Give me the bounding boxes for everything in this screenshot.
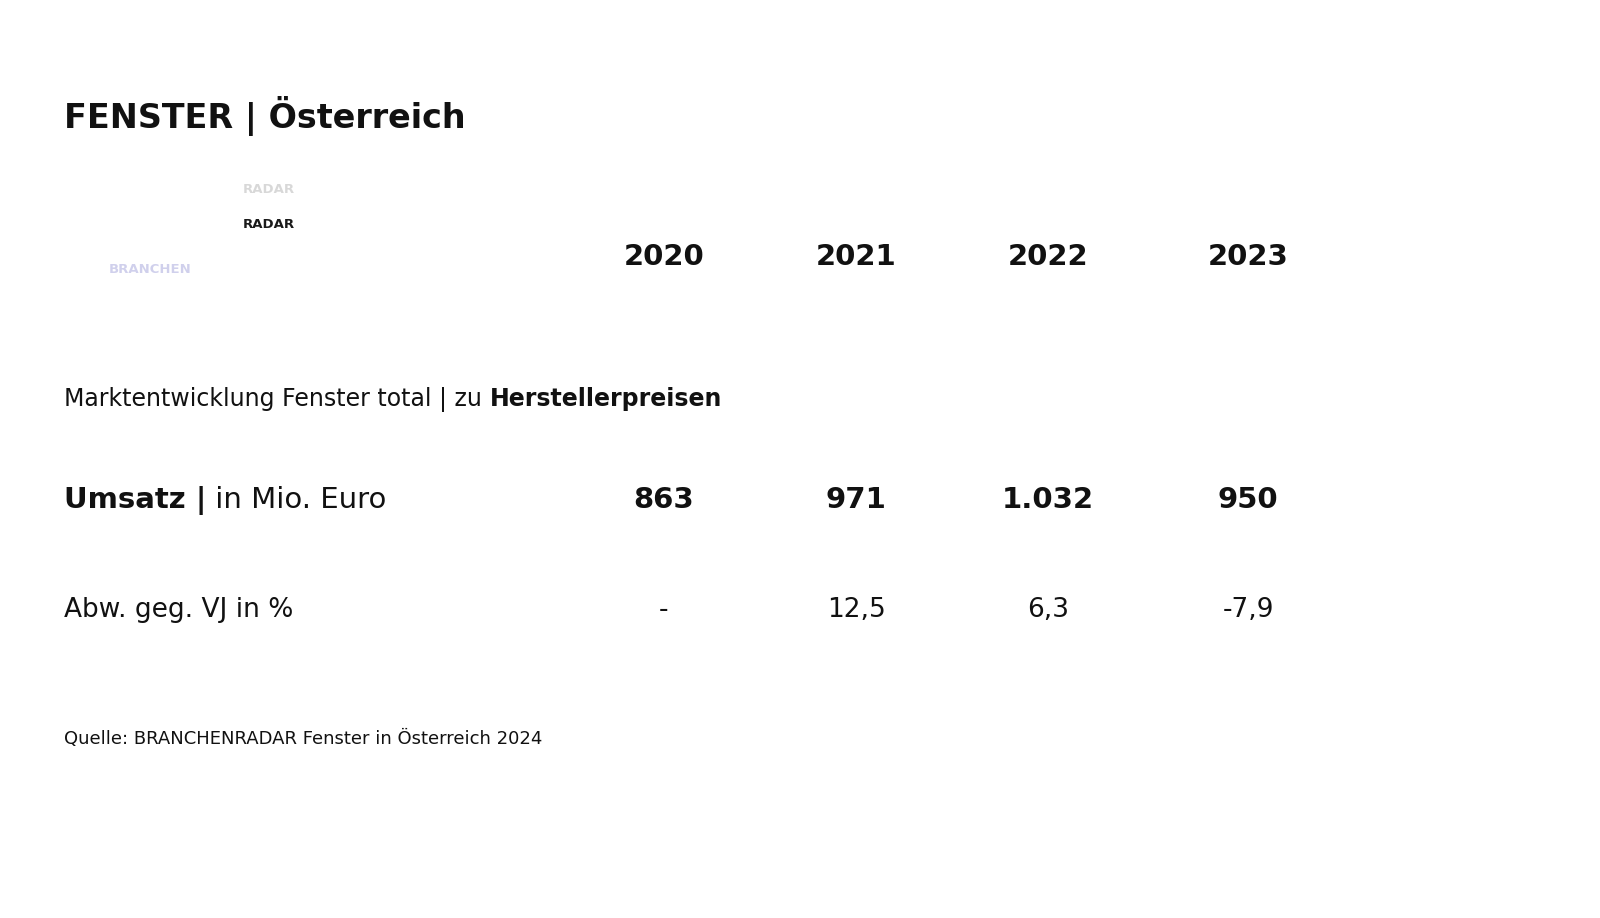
Text: in Mio. Euro: in Mio. Euro xyxy=(206,487,387,514)
Text: Marktentwicklung Fenster total | zu: Marktentwicklung Fenster total | zu xyxy=(64,386,490,412)
Text: RADAR: RADAR xyxy=(243,218,294,231)
Text: Abw. geg. VJ in %: Abw. geg. VJ in % xyxy=(64,598,293,623)
Text: BRANCHEN: BRANCHEN xyxy=(109,215,192,229)
Text: 6,3: 6,3 xyxy=(1027,598,1069,623)
Text: 950: 950 xyxy=(1218,487,1278,514)
Text: -7,9: -7,9 xyxy=(1222,598,1274,623)
Text: 2021: 2021 xyxy=(816,243,896,271)
Text: 12,5: 12,5 xyxy=(827,598,885,623)
Text: FENSTER | Österreich: FENSTER | Österreich xyxy=(64,96,466,137)
Text: 2022: 2022 xyxy=(1008,243,1088,271)
Text: 1.032: 1.032 xyxy=(1002,487,1094,514)
Text: Quelle: BRANCHENRADAR Fenster in Österreich 2024: Quelle: BRANCHENRADAR Fenster in Österre… xyxy=(64,730,542,748)
Text: Umsatz |: Umsatz | xyxy=(64,486,206,515)
Text: 971: 971 xyxy=(826,487,886,514)
Text: 2020: 2020 xyxy=(624,243,704,271)
Text: 863: 863 xyxy=(634,487,694,514)
Text: Herstellerpreisen: Herstellerpreisen xyxy=(490,387,722,411)
Text: RADAR: RADAR xyxy=(243,183,294,196)
Text: 2023: 2023 xyxy=(1208,243,1288,271)
Text: BRANCHEN: BRANCHEN xyxy=(109,263,192,276)
Text: -: - xyxy=(659,598,669,623)
